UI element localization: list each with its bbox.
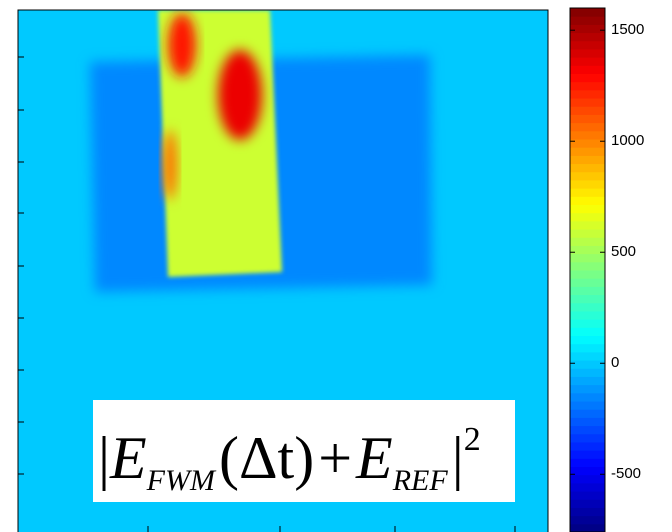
formula-sub: FWM [146,464,217,497]
colorbar-band [570,106,605,115]
colorbar-band [570,360,605,369]
colorbar-band [570,139,605,148]
formula-bar: | [98,425,110,491]
colorbar-tick-label: 1500 [611,21,644,38]
colorbar-band [570,450,605,459]
colorbar-band [570,417,605,427]
colorbar-frame [569,7,606,532]
colorbar-band [570,466,605,476]
colorbar-band [570,310,605,320]
colorbar-band [570,253,605,263]
colorbar-band [570,392,605,402]
colorbar-band [570,8,605,17]
colorbar-band [570,179,605,189]
image-frame [17,9,549,532]
colorbar-band [570,433,605,443]
image-region [168,13,196,77]
formula: |EFWM(Δt)+EREF|2 [98,421,481,497]
colorbar-band [570,229,605,238]
colorbar-band [570,130,605,140]
colorbar-band [570,40,605,50]
image-region [218,50,262,140]
colorbar-band [570,376,605,386]
colorbar-band [570,482,605,492]
colorbar-band [570,89,605,99]
colorbar-band [570,409,605,418]
colorbar-band [570,16,605,25]
colorbar-band [570,155,605,165]
colorbar-band [570,319,605,328]
colorbar-band [570,294,605,304]
annotation-box [93,400,515,502]
colorbar-band [570,335,605,345]
colorbar-band [570,261,605,271]
colorbar-tick-label: 500 [611,243,636,260]
colorbar-band [570,24,605,34]
colorbar-band [570,343,605,353]
colorbar-band [570,245,605,255]
colorbar-band [570,458,605,467]
colorbar-band [570,204,605,214]
formula-e: E [355,425,393,491]
colorbar-band [570,220,605,230]
colorbar-band [570,163,605,173]
colorbar-band [570,188,605,197]
colorbar-band [570,171,605,181]
image-axis-ticks [18,56,516,532]
colorbar-band [570,327,605,336]
colorbar-band [570,474,605,484]
formula-e: E [109,425,147,491]
colorbar-tick-label: 0 [611,354,619,371]
colorbar-band [570,147,605,156]
colorbar-band [570,491,605,500]
colorbar-band [570,98,605,107]
colorbar-band [570,65,605,74]
colorbar-band [570,515,605,525]
colorbar-band [570,286,605,296]
colorbar-band [570,278,605,287]
colorbar-band [570,114,605,124]
colorbar-band [570,196,605,205]
colorbar-band [570,32,605,42]
colorbar-band [570,507,605,517]
colorbar-band [570,57,605,66]
colorbar-band [570,368,605,377]
formula-bar: | [452,425,464,491]
colorbar-band [570,212,605,222]
colorbar-band [570,302,605,312]
colorbar-band [570,48,605,58]
colorbar-band [570,73,605,83]
colorbar-band [570,81,605,91]
colorbar-band [570,351,605,361]
formula-delta: (Δt) [219,425,314,491]
image-region [163,130,177,200]
colorbar-band [570,270,605,279]
colorbar-band [570,425,605,435]
colorbar-band [570,523,605,532]
colorbar-band [570,441,605,451]
colorbar-band [570,122,605,132]
colorbar-band [570,401,605,410]
colorbar-tick-label: -500 [611,465,641,482]
formula-sub: REF [392,464,449,497]
colorbar-band [570,237,605,246]
colorbar-band [570,499,605,508]
formula-plus: + [318,425,352,491]
colorbar: -500 0 500 1000 1500 [569,7,644,532]
colorbar-tick-label: 1000 [611,132,644,149]
colorbar-band [570,384,605,394]
formula-sup: 2 [464,421,481,458]
